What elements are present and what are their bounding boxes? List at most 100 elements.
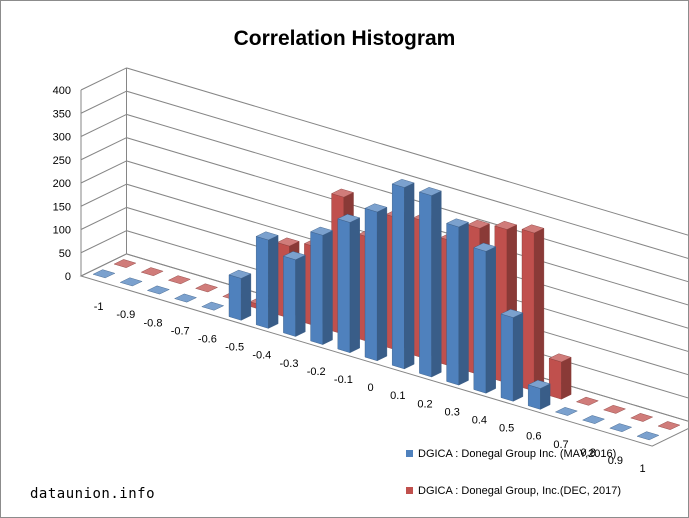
bar-series-2-16-front <box>549 358 562 400</box>
bar-series-1-12-front <box>419 191 432 378</box>
bar-series-1-7 <box>282 251 306 337</box>
bar-series-1-9 <box>337 213 361 354</box>
bar-series-1-13 <box>446 218 470 386</box>
x-tick-label-17: 0.7 <box>553 439 568 451</box>
legend-swatch-series-1 <box>406 450 413 457</box>
bar-series-1-6-front <box>255 236 269 329</box>
watermark: dataunion.info <box>30 486 156 502</box>
bar-series-1-12-side <box>431 190 442 378</box>
x-tick-label-16: 0.6 <box>526 431 541 443</box>
bar-series-1-0 <box>92 269 116 279</box>
bar-series-1-2 <box>146 285 170 295</box>
x-tick-label-6: -0.4 <box>252 350 271 362</box>
x-tick-label-20: 1 <box>640 463 646 475</box>
bar-series-1-10 <box>364 203 388 362</box>
bar-series-1-6-top <box>255 231 279 241</box>
bar-series-1-8-top <box>310 226 334 236</box>
gridline-side-7 <box>80 90 127 114</box>
bar-series-1-11 <box>391 178 415 370</box>
bar-series-1-3-top <box>174 293 198 303</box>
bar-series-1-14 <box>473 242 497 394</box>
gridline-side-6 <box>80 113 127 137</box>
gridline-side-2 <box>80 206 127 230</box>
x-tick-label-9: -0.1 <box>334 374 353 386</box>
x-tick-label-18: 0.8 <box>581 447 596 459</box>
x-tick-label-2: -0.8 <box>144 317 163 329</box>
x-tick-label-19: 0.9 <box>608 455 623 467</box>
bar-series-1-16 <box>527 379 551 410</box>
x-tick-label-15: 0.5 <box>499 423 514 435</box>
bar-series-2-2 <box>167 275 191 285</box>
bar-series-2-16-side <box>561 356 572 400</box>
bar-series-1-7-top <box>282 251 306 261</box>
bar-series-1-9-side <box>349 217 360 354</box>
gridline-side-5 <box>80 137 127 161</box>
bar-series-1-5 <box>228 269 252 321</box>
bar-series-2-19 <box>630 413 654 422</box>
bar-series-1-16-front <box>528 384 541 410</box>
bar-series-2-16 <box>548 353 572 400</box>
y-tick-label-5: 250 <box>53 155 71 167</box>
chart-title: Correlation Histogram <box>233 27 456 50</box>
x-tick-label-13: 0.3 <box>445 406 460 418</box>
legend-item-series-1: DGICA : Donegal Group Inc. (MAY,2016) <box>406 448 616 460</box>
bar-series-1-1-top <box>119 277 143 287</box>
bar-series-1-12 <box>418 187 442 378</box>
gridline-side-1 <box>80 230 127 254</box>
bar-series-1-15-top <box>500 309 524 318</box>
x-tick-label-7: -0.3 <box>280 358 299 370</box>
bar-series-2-15-side <box>534 227 545 392</box>
bar-series-2-2-top <box>167 275 191 285</box>
x-tick-label-3: -0.7 <box>171 325 190 337</box>
bar-series-1-17-top <box>554 407 578 416</box>
bar-series-1-16-top <box>527 379 551 389</box>
bar-series-2-1-top <box>140 267 164 277</box>
bar-series-1-13-side <box>458 221 469 386</box>
y-tick-label-1: 50 <box>59 248 71 260</box>
bar-series-1-7-side <box>295 254 306 337</box>
bar-series-1-13-front <box>446 223 459 386</box>
bar-series-1-5-top <box>228 269 252 279</box>
bar-series-1-3 <box>174 293 198 303</box>
bar-series-1-14-side <box>485 246 496 394</box>
bar-series-1-10-front <box>364 208 378 362</box>
bar-series-1-10-side <box>377 206 388 362</box>
bar-series-1-8-side <box>322 230 333 345</box>
bar-series-1-11-front <box>392 183 405 370</box>
y-tick-label-2: 100 <box>53 225 71 237</box>
x-tick-label-14: 0.4 <box>472 414 487 426</box>
bar-series-2-15-front <box>521 229 535 392</box>
bar-series-1-6 <box>255 231 279 329</box>
gridline-side-3 <box>80 183 127 207</box>
bar-series-2-20-top <box>657 421 681 430</box>
bar-series-1-11-top <box>391 178 415 188</box>
bar-series-1-6-side <box>268 235 279 329</box>
bar-series-2-6-top <box>276 237 300 247</box>
x-tick-label-1: -0.9 <box>116 309 135 321</box>
bar-series-1-4 <box>201 301 225 311</box>
bar-series-1-20 <box>636 431 660 441</box>
bar-series-1-18 <box>582 415 606 424</box>
bar-series-1-15-side <box>513 312 524 402</box>
gridline-side-8 <box>80 67 127 91</box>
bar-series-1-8-front <box>310 231 323 345</box>
bar-series-2-15 <box>521 224 545 392</box>
bar-series-2-3 <box>195 283 219 293</box>
bar-series-1-19 <box>609 423 633 433</box>
bar-series-2-0-top <box>113 259 137 268</box>
bar-series-2-1 <box>140 267 164 277</box>
bar-series-1-12-top <box>418 187 442 196</box>
y-tick-label-0: 0 <box>65 271 71 283</box>
bar-series-1-13-top <box>446 218 470 228</box>
bar-series-1-10-top <box>364 203 388 213</box>
bar-series-1-11-side <box>404 182 415 370</box>
gridline-back-7 <box>126 90 688 259</box>
bar-series-2-13-top <box>467 219 491 229</box>
bar-series-2-18-top <box>603 404 627 414</box>
bar-series-2-16-top <box>548 353 572 363</box>
legend-label-series-2: DGICA : Donegal Group, Inc.(DEC, 2017) <box>418 485 621 497</box>
legend-swatch-series-2 <box>406 487 413 494</box>
x-tick-label-0: -1 <box>94 301 104 313</box>
bar-series-2-20 <box>657 421 681 430</box>
